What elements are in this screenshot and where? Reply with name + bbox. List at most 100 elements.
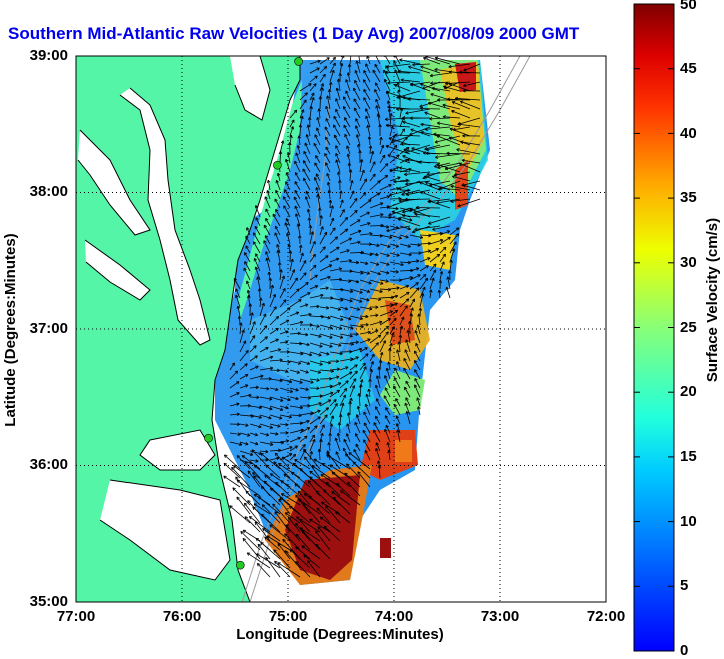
velocity-vector-head <box>290 389 293 393</box>
velocity-vector-head <box>348 260 352 263</box>
velocity-vector <box>429 248 439 254</box>
velocity-vector-head <box>424 274 427 278</box>
velocity-vector-head <box>253 475 255 479</box>
velocity-vector-head <box>346 463 350 466</box>
velocity-vector <box>259 414 272 419</box>
velocity-vector <box>289 351 304 355</box>
velocity-vector <box>389 309 398 317</box>
velocity-vector-head <box>336 367 340 370</box>
velocity-vector-head <box>286 172 290 175</box>
velocity-vector-head <box>335 152 339 156</box>
velocity-vector <box>308 217 311 227</box>
velocity-vector-head <box>339 277 343 280</box>
velocity-vector <box>347 482 361 497</box>
velocity-vector-head <box>322 246 326 249</box>
velocity-vector <box>319 385 333 389</box>
velocity-vector-head <box>355 125 359 128</box>
velocity-vector-head <box>385 368 388 372</box>
velocity-vector-head <box>368 388 371 392</box>
velocity-vector-head <box>255 205 259 208</box>
velocity-vector-head <box>300 109 304 112</box>
velocity-vector-head <box>240 531 244 533</box>
velocity-vector-head <box>399 166 403 168</box>
velocity-vector <box>386 91 411 101</box>
velocity-vector <box>439 271 443 281</box>
velocity-vector-head <box>341 209 345 212</box>
velocity-vector <box>375 406 381 416</box>
velocity-vector-head <box>442 246 447 249</box>
velocity-vector-head <box>288 517 290 521</box>
velocity-vector <box>419 274 427 281</box>
velocity-vector-head <box>462 90 466 93</box>
velocity-vector-head <box>446 276 449 280</box>
velocity-vector-head <box>446 152 450 156</box>
velocity-vector-head <box>425 151 429 154</box>
velocity-vector-head <box>244 503 246 507</box>
velocity-vector <box>429 253 440 263</box>
velocity-vector-head <box>260 452 264 455</box>
velocity-vector <box>319 57 330 65</box>
velocity-vector-head <box>397 177 401 180</box>
colorbar <box>633 3 675 652</box>
velocity-vector-head <box>236 412 240 415</box>
velocity-vector <box>343 439 351 452</box>
velocity-vector-head <box>422 152 426 155</box>
velocity-vector-head <box>323 66 327 68</box>
velocity-vector <box>359 211 370 218</box>
velocity-vector <box>297 490 311 506</box>
velocity-vector-head <box>445 81 449 85</box>
velocity-vector <box>325 146 331 155</box>
velocity-vector-head <box>311 106 313 110</box>
velocity-vector-head <box>355 414 358 418</box>
velocity-vector-head <box>360 273 364 275</box>
velocity-vector <box>279 369 289 372</box>
velocity-vector-head <box>336 483 340 485</box>
velocity-vector-head <box>428 223 432 225</box>
velocity-vector <box>385 145 411 155</box>
velocity-vector-head <box>309 519 312 522</box>
velocity-vector-head <box>355 364 358 368</box>
velocity-vector-head <box>363 178 367 181</box>
velocity-vector-head <box>239 322 242 326</box>
station-marker <box>294 57 303 66</box>
velocity-vector <box>319 324 333 329</box>
velocity-vector-head <box>299 320 304 323</box>
velocity-vector <box>407 330 411 344</box>
velocity-vector <box>279 396 291 401</box>
velocity-vector <box>354 422 361 434</box>
velocity-vector <box>329 415 334 425</box>
velocity-vector <box>339 228 349 236</box>
velocity-vector-head <box>349 336 353 338</box>
velocity-vector <box>277 173 281 182</box>
velocity-vector-head <box>303 554 307 556</box>
velocity-vector-head <box>379 352 383 355</box>
velocity-vector <box>269 306 277 317</box>
velocity-vector-head <box>368 281 372 284</box>
velocity-vector-head <box>433 263 437 266</box>
velocity-vector <box>270 473 291 488</box>
velocity-vector-head <box>389 343 392 346</box>
velocity-vector <box>389 225 399 229</box>
velocity-vector <box>289 342 303 345</box>
velocity-vector-head <box>289 134 292 138</box>
velocity-vector-head <box>323 489 325 493</box>
velocity-vector-head <box>304 92 308 94</box>
velocity-vector <box>346 463 361 479</box>
velocity-vector-head <box>434 164 437 167</box>
velocity-vector <box>277 562 301 578</box>
velocity-vector <box>325 118 331 128</box>
velocity-vector <box>299 333 309 336</box>
velocity-vector-head <box>389 195 393 197</box>
velocity-vector <box>355 118 361 128</box>
velocity-vector-head <box>248 394 252 398</box>
velocity-vector <box>369 314 379 317</box>
velocity-vector-head <box>255 444 259 446</box>
velocity-vector <box>389 252 400 256</box>
velocity-vector <box>378 366 381 380</box>
velocity-vector-head <box>379 136 382 140</box>
velocity-vector <box>307 209 311 218</box>
velocity-vector-head <box>320 87 323 91</box>
velocity-vector <box>339 63 343 74</box>
velocity-vector-head <box>399 107 403 111</box>
velocity-vector <box>373 422 381 434</box>
